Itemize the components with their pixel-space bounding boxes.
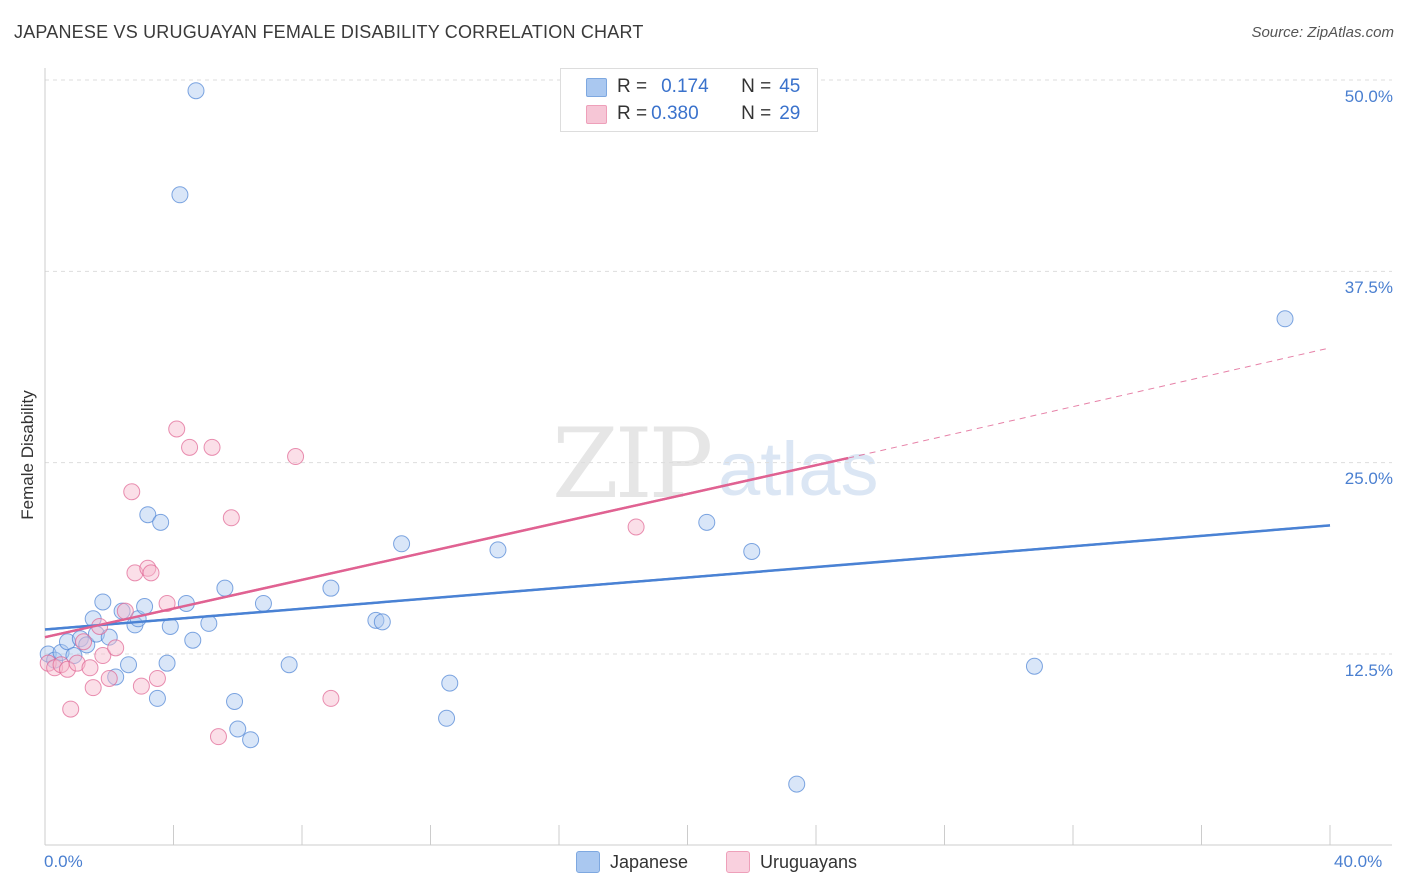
data-point-japanese	[78, 636, 96, 654]
trend-line-overlay-uruguayans	[44, 457, 849, 639]
watermark-zip: ZIP	[552, 408, 713, 520]
series-legend: Japanese Uruguayans	[0, 851, 1406, 879]
data-point-japanese	[120, 656, 138, 674]
data-point-japanese	[71, 630, 89, 648]
data-point-uruguayans	[158, 594, 176, 612]
legend-item-uruguayans[interactable]: Uruguayans	[726, 851, 857, 873]
data-point-uruguayans	[68, 654, 86, 672]
legend-n-label: N =	[741, 103, 772, 124]
legend-swatch-uruguayans	[726, 851, 750, 873]
data-point-japanese	[100, 628, 118, 646]
data-point-japanese	[152, 513, 170, 531]
legend-r-label: R =	[617, 103, 648, 124]
data-point-uruguayans	[142, 564, 160, 582]
data-point-uruguayans	[116, 602, 134, 620]
legend-swatch-uruguayans	[586, 105, 607, 124]
trend-line-dashed-uruguayans	[848, 347, 1331, 459]
y-tick-label: 50.0%	[1344, 87, 1393, 106]
data-point-uruguayans	[287, 448, 305, 466]
trend-line-overlay-japanese	[44, 524, 1331, 631]
correlation-legend: R = 0.174 N = 45 R = 0.380 N = 29	[560, 68, 818, 132]
data-point-uruguayans	[139, 559, 157, 577]
data-point-japanese	[743, 542, 761, 560]
x-tick-label-min: 0.0%	[44, 852, 83, 871]
data-point-uruguayans	[94, 647, 112, 665]
data-point-japanese	[148, 689, 166, 707]
data-point-japanese	[229, 720, 247, 738]
data-point-uruguayans	[75, 633, 93, 651]
data-point-japanese	[489, 541, 507, 559]
data-point-japanese	[322, 579, 340, 597]
legend-row-uruguayans: R = 0.380 N = 29	[586, 101, 801, 127]
legend-n-label: N =	[741, 76, 772, 97]
data-point-japanese	[226, 692, 244, 710]
data-point-japanese	[39, 645, 57, 663]
data-point-japanese	[216, 579, 234, 597]
data-point-japanese	[280, 656, 298, 674]
x-tick-label-max: 40.0%	[1334, 852, 1383, 871]
data-point-uruguayans	[148, 669, 166, 687]
data-point-japanese	[441, 674, 459, 692]
data-point-japanese	[242, 731, 260, 749]
data-point-uruguayans	[58, 660, 76, 678]
data-point-uruguayans	[123, 483, 141, 501]
data-point-uruguayans	[222, 509, 240, 527]
legend-n-value: 29	[779, 103, 801, 124]
data-point-japanese	[373, 613, 391, 631]
legend-n-value: 45	[779, 76, 801, 97]
legend-r-label: R =	[617, 76, 648, 97]
legend-r-value: 0.380	[651, 103, 699, 124]
data-point-uruguayans	[627, 518, 645, 536]
y-tick-label: 37.5%	[1344, 278, 1393, 297]
data-point-uruguayans	[181, 438, 199, 456]
data-point-japanese	[171, 186, 189, 204]
legend-r-value: 0.174	[661, 76, 709, 97]
data-point-japanese	[52, 643, 70, 661]
data-point-japanese	[438, 709, 456, 727]
chart-title: JAPANESE VS URUGUAYAN FEMALE DISABILITY …	[14, 22, 644, 42]
data-point-japanese	[184, 631, 202, 649]
data-point-uruguayans	[322, 689, 340, 707]
data-point-japanese	[158, 654, 176, 672]
data-point-japanese	[698, 513, 716, 531]
data-point-uruguayans	[84, 679, 102, 697]
data-point-japanese	[136, 598, 154, 616]
data-point-japanese	[393, 535, 411, 553]
legend-swatch-japanese	[586, 78, 607, 97]
data-point-uruguayans	[168, 420, 186, 438]
data-point-japanese	[367, 611, 385, 629]
y-tick-label: 12.5%	[1344, 661, 1393, 680]
data-point-japanese	[1025, 657, 1043, 675]
data-point-japanese	[139, 506, 157, 524]
data-point-uruguayans	[62, 700, 80, 718]
data-point-uruguayans	[81, 659, 99, 677]
data-point-uruguayans	[107, 639, 125, 657]
y-tick-label: 25.0%	[1344, 469, 1393, 488]
legend-label-uruguayans: Uruguayans	[760, 851, 858, 872]
data-point-japanese	[107, 668, 125, 686]
data-point-uruguayans	[209, 728, 227, 746]
data-point-japanese	[254, 594, 272, 612]
y-axis-label: Female Disability	[18, 390, 37, 520]
data-point-japanese	[788, 775, 806, 793]
legend-swatch-japanese	[576, 851, 600, 873]
legend-label-japanese: Japanese	[610, 851, 689, 872]
legend-row-japanese: R = 0.174 N = 45	[586, 74, 801, 100]
data-point-uruguayans	[203, 438, 221, 456]
source-label: Source: ZipAtlas.com	[1251, 24, 1394, 41]
data-point-japanese	[187, 82, 205, 100]
data-point-uruguayans	[132, 677, 150, 695]
data-point-japanese	[94, 593, 112, 611]
legend-item-japanese[interactable]: Japanese	[576, 851, 688, 873]
data-point-uruguayans	[100, 669, 118, 687]
data-point-japanese	[1276, 310, 1294, 328]
